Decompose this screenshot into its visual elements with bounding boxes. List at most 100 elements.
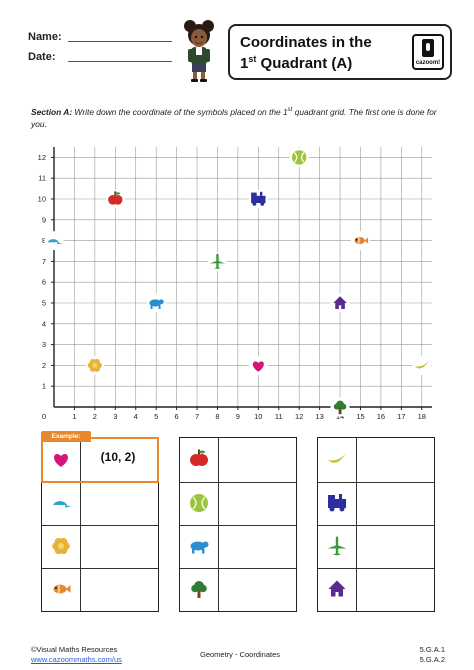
house-icon — [330, 293, 350, 313]
house-icon — [325, 577, 349, 601]
table-divider — [180, 568, 296, 569]
section-sup: st — [287, 107, 293, 113]
x-tick-label: 4 — [134, 412, 138, 421]
table-divider — [318, 568, 434, 569]
tree-icon — [330, 397, 350, 417]
section-text: Write down the coordinate of the symbols… — [72, 106, 288, 117]
date-label: Date: — [28, 51, 56, 63]
fish-icon — [49, 577, 73, 601]
y-tick-label: 7 — [42, 257, 46, 266]
table-divider — [180, 482, 296, 483]
cap-icon — [49, 491, 73, 515]
section-text-post: quadrant grid. The first one is done for… — [31, 106, 437, 129]
example-answer: (10, 2) — [100, 450, 136, 464]
y-tick-label: 10 — [38, 195, 46, 204]
table-divider — [42, 568, 158, 569]
worksheet-subtitle: 1st Quadrant (A) — [240, 54, 353, 72]
x-tick-label: 12 — [295, 412, 303, 421]
answer-cell-flower[interactable] — [81, 526, 158, 568]
name-field[interactable] — [68, 41, 172, 42]
heart-icon — [248, 355, 268, 375]
table-divider — [318, 482, 434, 483]
y-tick-label: 5 — [42, 299, 46, 308]
answer-cell-fish[interactable] — [81, 569, 158, 611]
tennis-ball-icon — [289, 147, 309, 167]
apple-icon — [187, 447, 211, 471]
answer-cell-apple[interactable] — [219, 439, 296, 481]
y-tick-label: 9 — [42, 215, 46, 224]
y-tick-label: 11 — [38, 174, 46, 183]
standard-code-1: 5.G.A.1 — [419, 645, 445, 654]
footer-subject: Geometry - Coordinates — [200, 650, 281, 659]
airplane-icon — [207, 251, 227, 271]
date-field[interactable] — [68, 61, 172, 62]
x-tick-label: 18 — [418, 412, 426, 421]
table-divider — [318, 525, 434, 526]
logo-icon — [422, 39, 434, 57]
answer-cell-train[interactable] — [357, 483, 434, 525]
x-tick-label: 9 — [236, 412, 240, 421]
table-divider — [356, 438, 357, 611]
footer-left: ©Visual Maths Resources www.cazoommaths.… — [31, 645, 122, 665]
tennis-ball-icon — [187, 491, 211, 515]
logo-text: cazoom! — [415, 60, 441, 66]
tree-icon — [187, 577, 211, 601]
standard-code-2: 5.G.A.2 — [419, 655, 445, 664]
y-tick-label: 12 — [38, 153, 46, 162]
banana-icon — [325, 447, 349, 471]
x-tick-label: 7 — [195, 412, 199, 421]
y-tick-label: 3 — [42, 340, 46, 349]
section-instructions: Section A: Write down the coordinate of … — [31, 104, 451, 130]
x-tick-label: 15 — [356, 412, 364, 421]
coordinate-grid: 0123456789101112131415161718123456789101… — [38, 147, 432, 421]
copyright-text: ©Visual Maths Resources — [31, 645, 118, 654]
airplane-icon — [325, 534, 349, 558]
answer-cell-banana[interactable] — [357, 439, 434, 481]
example-highlight — [41, 437, 159, 483]
train-icon — [248, 189, 268, 209]
answer-table-3 — [317, 437, 435, 612]
answer-cell-bear[interactable] — [219, 526, 296, 568]
table-divider — [42, 525, 158, 526]
y-tick-label: 4 — [42, 319, 46, 328]
footer-codes: 5.G.A.1 5.G.A.2 — [415, 645, 445, 665]
answer-cell-tree[interactable] — [219, 569, 296, 611]
section-label: Section A: — [31, 106, 73, 117]
x-tick-label: 13 — [315, 412, 323, 421]
x-tick-label: 2 — [93, 412, 97, 421]
banana-icon — [412, 355, 432, 375]
answer-cell-cap[interactable] — [81, 483, 158, 525]
flower-icon — [49, 534, 73, 558]
cazoom-logo: cazoom! — [412, 34, 444, 70]
example-tag: Example: — [41, 431, 91, 442]
name-label: Name: — [28, 31, 62, 43]
train-icon — [325, 491, 349, 515]
x-tick-label: 8 — [215, 412, 219, 421]
y-tick-label: 8 — [42, 236, 46, 245]
table-divider — [218, 438, 219, 611]
x-tick-label: 0 — [42, 412, 46, 421]
answer-table-2 — [179, 437, 297, 612]
fish-icon — [350, 231, 370, 251]
cap-icon — [44, 231, 64, 251]
y-tick-label: 1 — [42, 382, 46, 391]
x-tick-label: 1 — [72, 412, 76, 421]
bear-icon — [146, 293, 166, 313]
student-illustration — [184, 20, 214, 82]
answer-cell-house[interactable] — [357, 569, 434, 611]
x-tick-label: 6 — [175, 412, 179, 421]
title-box: Coordinates in the 1st Quadrant (A) cazo… — [228, 24, 452, 80]
y-tick-label: 6 — [42, 278, 46, 287]
website-link[interactable]: www.cazoommaths.com/us — [31, 655, 122, 664]
answer-cell-airplane[interactable] — [357, 526, 434, 568]
answer-cell-tennis-ball[interactable] — [219, 483, 296, 525]
bear-icon — [187, 534, 211, 558]
y-tick-label: 2 — [42, 361, 46, 370]
apple-icon — [105, 189, 125, 209]
table-divider — [180, 525, 296, 526]
worksheet-title: Coordinates in the — [240, 34, 372, 51]
heart-icon — [49, 447, 73, 471]
x-tick-label: 16 — [377, 412, 385, 421]
table-divider — [80, 438, 81, 611]
